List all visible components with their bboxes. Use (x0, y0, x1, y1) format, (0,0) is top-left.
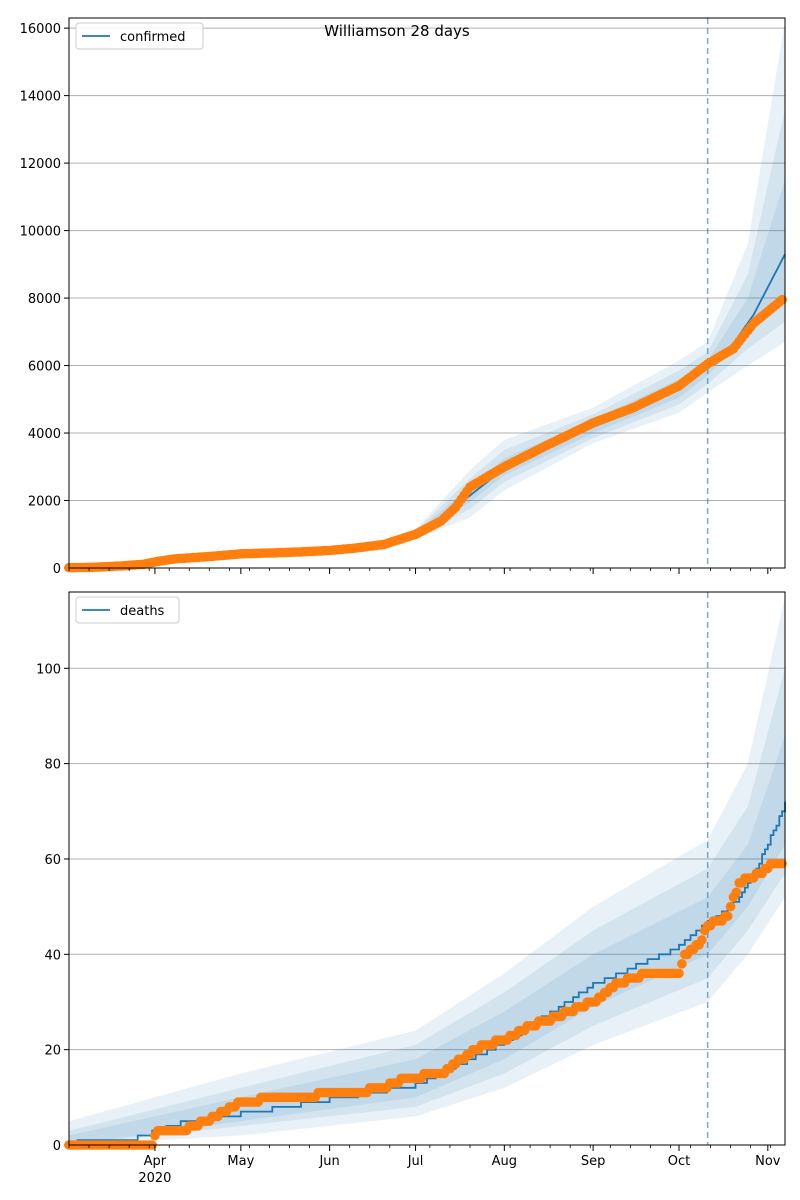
legend: confirmed (75, 22, 204, 50)
y-tick-label: 100 (36, 662, 61, 677)
legend-label: deaths (120, 604, 165, 619)
y-tick-label: 4000 (28, 427, 61, 442)
legend-box (75, 22, 204, 50)
deaths-panel: 0 20 40 60 80 100 Apr 2020 May Jun Jul Aug Sep Oct Nov… (36, 591, 787, 1186)
plot-frame (68, 591, 786, 1146)
y-tick-label: 8000 (28, 292, 61, 307)
x-tick-label: Sep (581, 1154, 606, 1169)
y-tick-label: 14000 (20, 90, 61, 105)
y-tick-label: 60 (44, 853, 61, 868)
x-tick-label: Apr (144, 1154, 167, 1169)
x-tick-label: Oct (668, 1154, 690, 1169)
legend-box (75, 596, 180, 624)
confidence-band (69, 668, 785, 1145)
x-tick-label: Jun (318, 1154, 339, 1169)
y-tick-label: 0 (53, 1139, 61, 1154)
y-tick-label: 2000 (28, 495, 61, 510)
observed-point (725, 901, 736, 912)
confirmed-panel: 0 2000 4000 6000 8000 10000 12000 14000 16000 con… (20, 17, 787, 577)
x-tick-label: Nov (755, 1154, 781, 1169)
observed-point (722, 911, 733, 921)
x-tick-label: Aug (492, 1154, 517, 1169)
plot-frame (68, 17, 786, 569)
x-tick-label: May (227, 1154, 254, 1169)
legend: deaths (75, 596, 180, 624)
confidence-band (415, 21, 785, 540)
chart-title: Williamson 28 days (324, 22, 470, 40)
y-tick-label: 12000 (20, 157, 61, 172)
y-tick-label: 16000 (20, 22, 61, 37)
observed-point (674, 968, 684, 979)
observed-point (677, 959, 687, 969)
y-tick-label: 20 (44, 1044, 61, 1059)
observed-point (697, 935, 707, 945)
confidence-band (69, 596, 785, 1145)
legend-label: confirmed (120, 30, 186, 45)
observed-point (731, 887, 742, 898)
x-tick-sublabel: 2020 (138, 1171, 171, 1186)
y-tick-label: 6000 (28, 360, 61, 375)
y-tick-label: 10000 (20, 225, 61, 240)
x-tick-label: Jul (407, 1154, 424, 1169)
y-tick-label: 80 (44, 758, 61, 773)
y-tick-label: 40 (44, 948, 61, 963)
confidence-band (69, 735, 785, 1145)
y-tick-label: 0 (53, 562, 61, 577)
